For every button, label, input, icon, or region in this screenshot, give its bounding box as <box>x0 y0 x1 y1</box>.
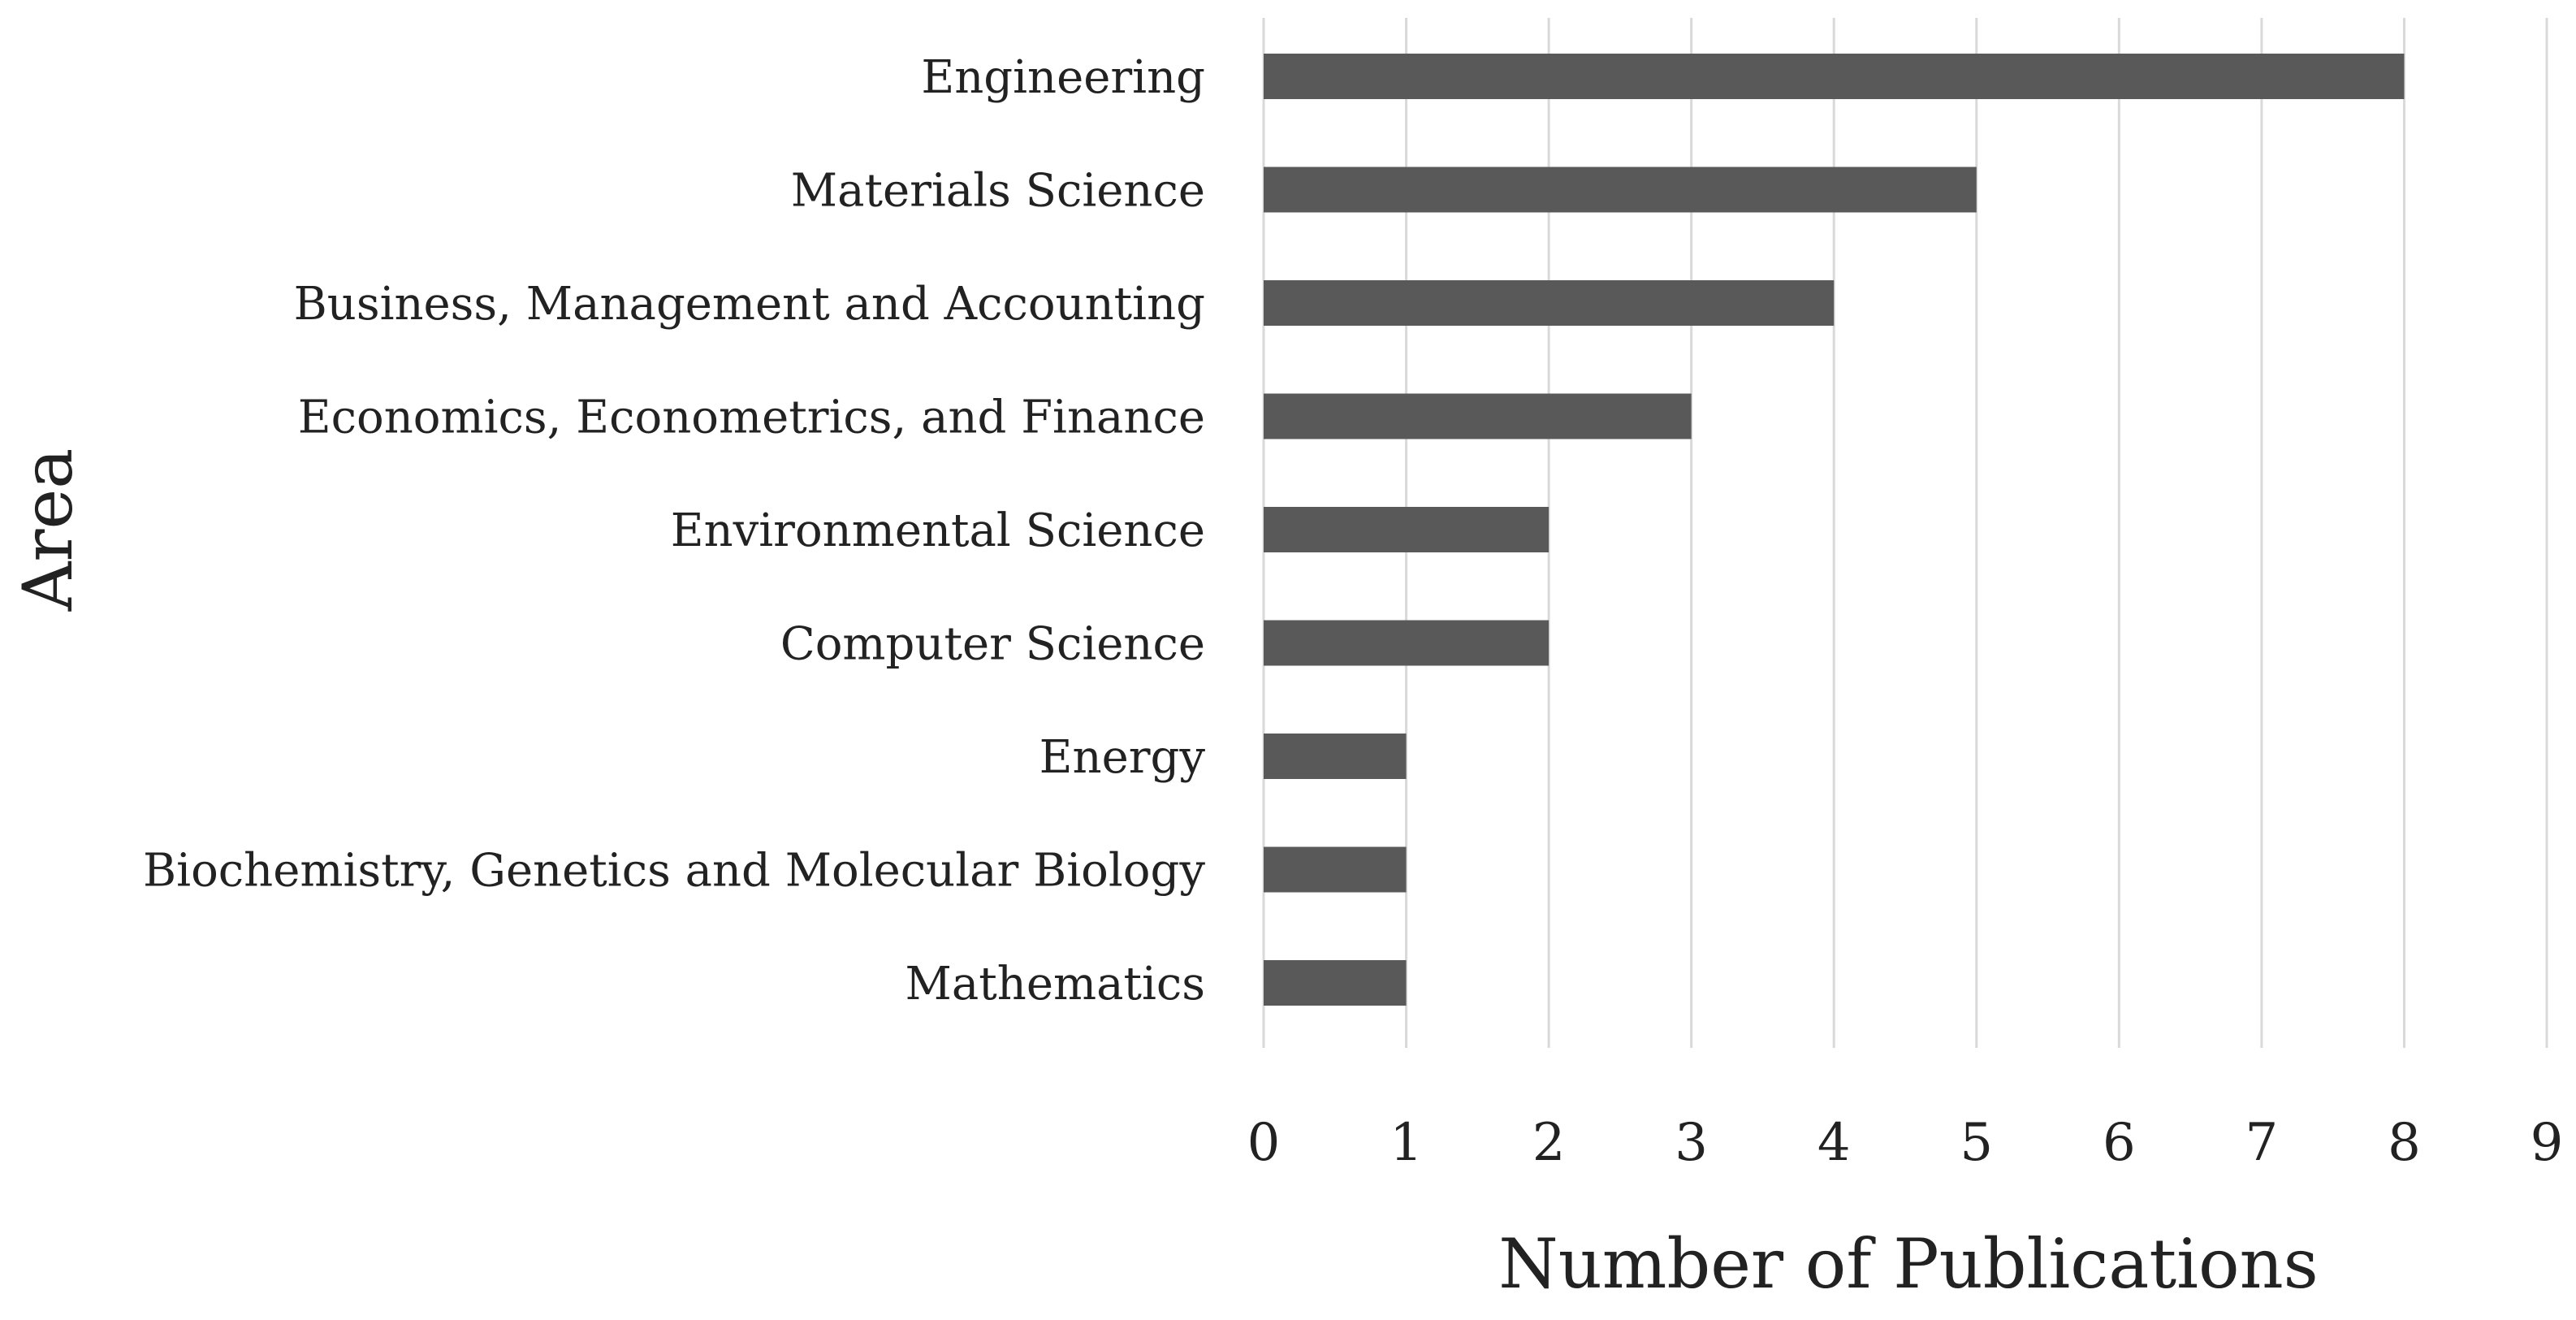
bar <box>1264 960 1407 1006</box>
bar <box>1264 620 1549 666</box>
x-tick-label: 5 <box>1960 1113 1993 1173</box>
category-label: Environmental Science <box>671 504 1205 557</box>
category-label: Energy <box>1039 731 1206 784</box>
bar <box>1264 280 1835 326</box>
x-tick-labels: 0 1 2 3 4 5 6 7 8 9 <box>1247 1113 2564 1173</box>
bar <box>1264 54 2405 99</box>
x-tick-label: 1 <box>1390 1113 1423 1173</box>
x-tick-label: 7 <box>2245 1113 2279 1173</box>
bar <box>1264 393 1692 439</box>
bars <box>1264 54 2405 1006</box>
x-tick-label: 8 <box>2388 1113 2421 1173</box>
x-tick-label: 0 <box>1247 1113 1281 1173</box>
category-label: Engineering <box>921 51 1205 104</box>
y-axis-title: Area <box>8 448 88 612</box>
x-tick-label: 2 <box>1532 1113 1566 1173</box>
x-axis-title: Number of Publications <box>1498 1224 2319 1304</box>
x-tick-label: 4 <box>1817 1113 1851 1173</box>
category-label: Materials Science <box>791 165 1205 218</box>
category-label: Biochemistry, Genetics and Molecular Bio… <box>143 845 1205 898</box>
x-tick-label: 6 <box>2103 1113 2136 1173</box>
bar <box>1264 167 1977 213</box>
bar <box>1264 846 1407 893</box>
x-tick-label: 9 <box>2531 1113 2564 1173</box>
x-tick-label: 3 <box>1675 1113 1708 1173</box>
category-label: Business, Management and Accounting <box>294 278 1205 331</box>
category-labels: Engineering Materials Science Business, Ma… <box>143 51 1205 1011</box>
category-label: Computer Science <box>780 618 1205 671</box>
category-label: Mathematics <box>905 958 1205 1011</box>
bar <box>1264 507 1549 552</box>
bar <box>1264 734 1407 779</box>
category-label: Economics, Econometrics, and Finance <box>298 392 1205 444</box>
